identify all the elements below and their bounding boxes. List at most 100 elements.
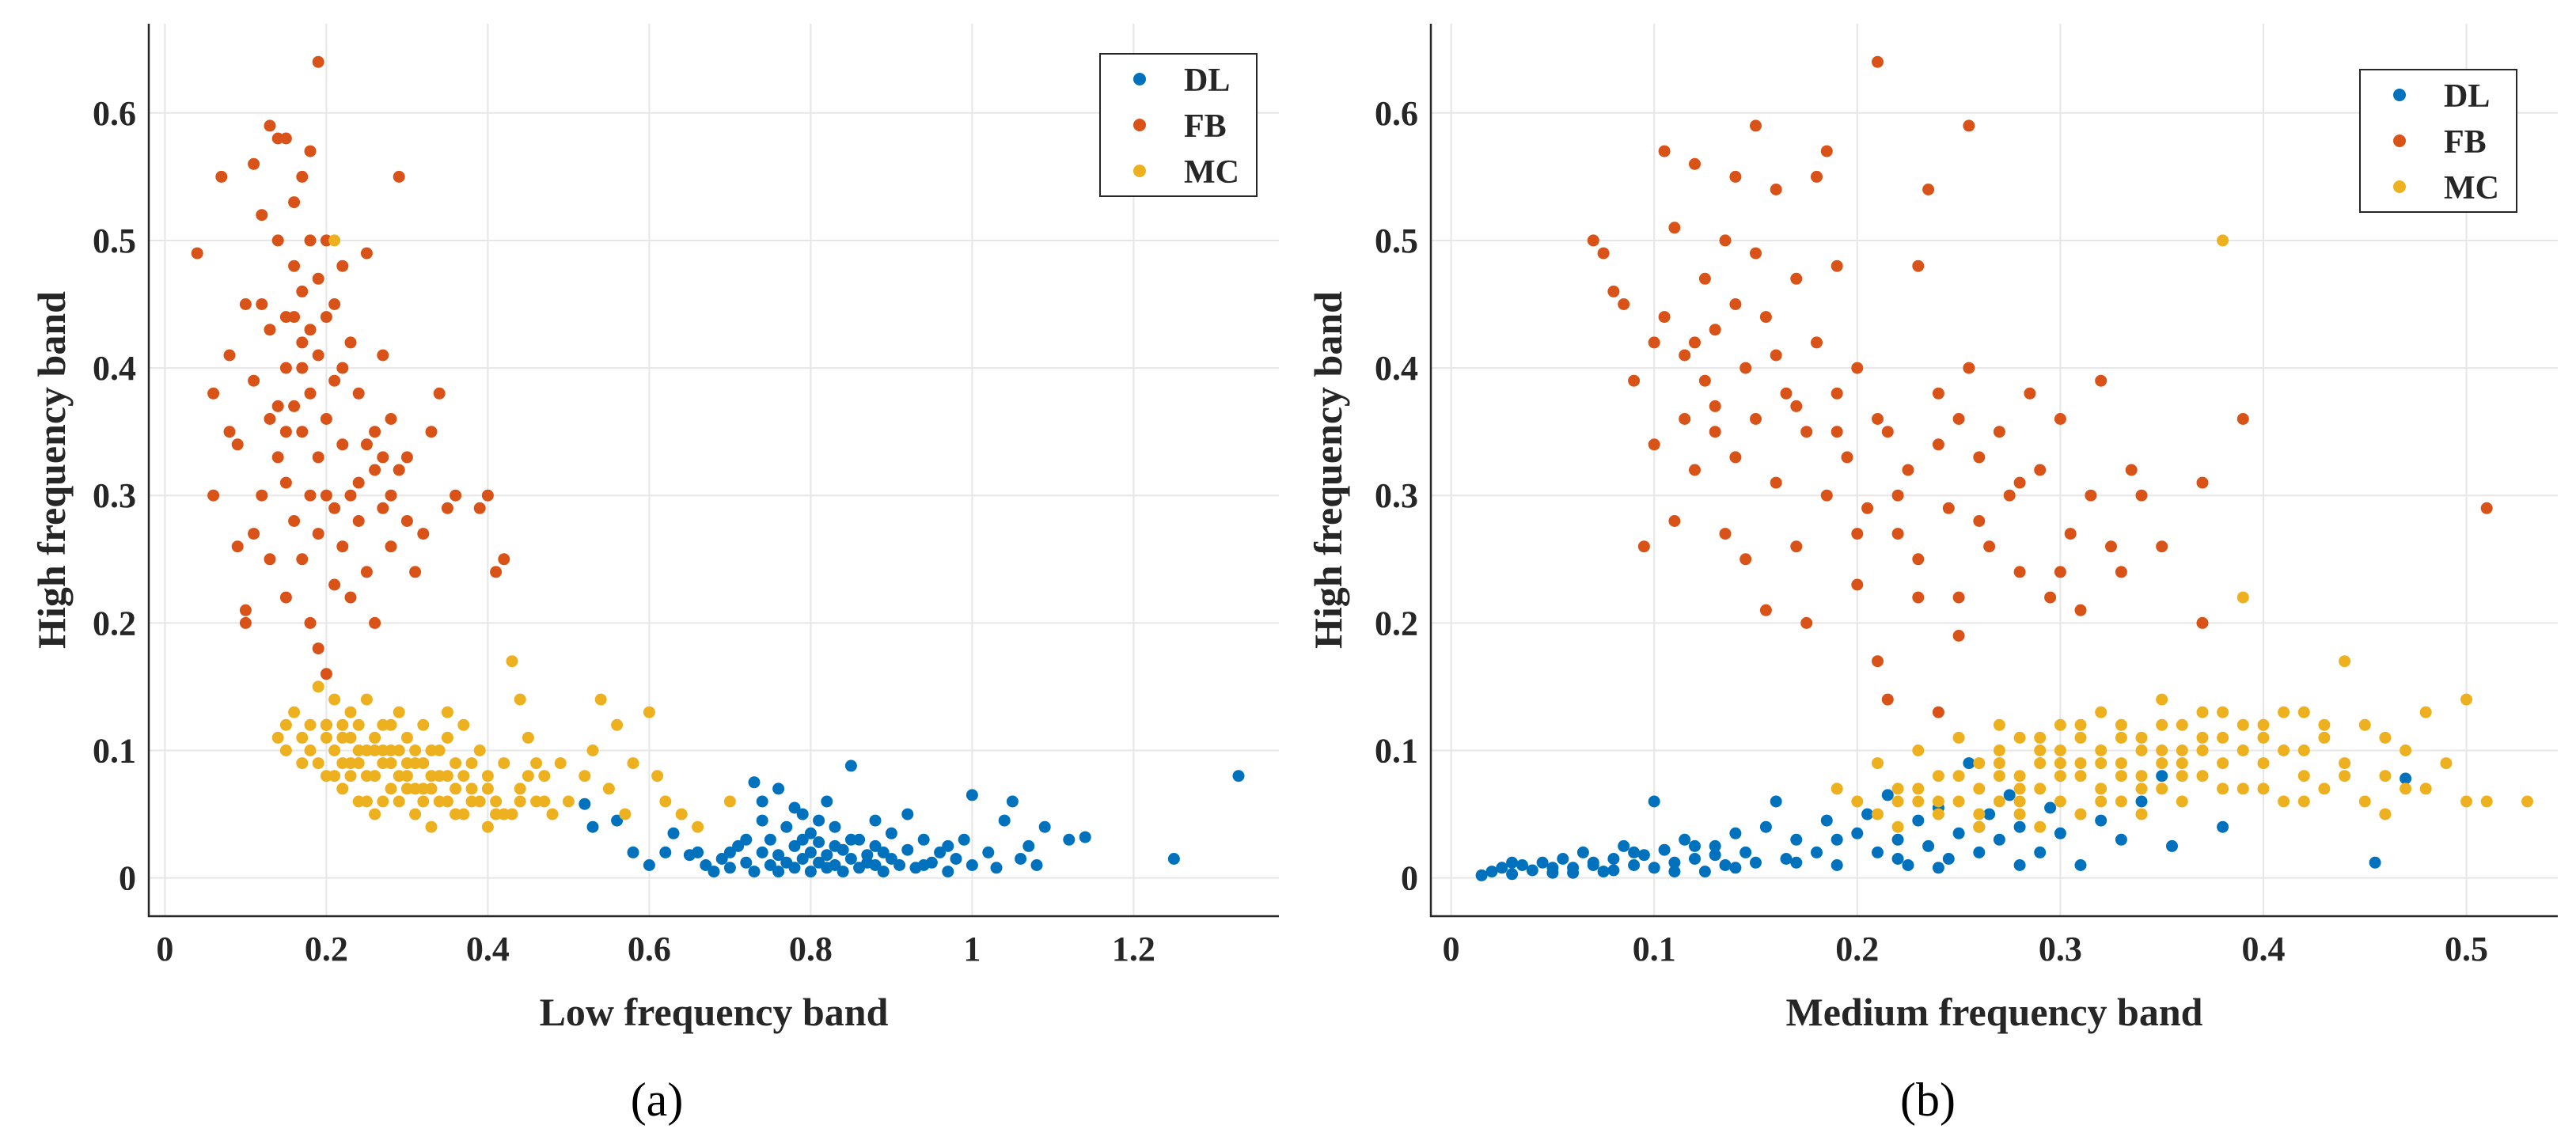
data-point-fb <box>264 553 276 566</box>
data-point-dl <box>1506 856 1519 869</box>
gridlines <box>1431 24 2558 916</box>
data-point-mc <box>2013 795 2026 808</box>
data-point-fb <box>1790 540 1803 553</box>
data-point-mc <box>352 757 365 770</box>
data-point-fb <box>1790 272 1803 285</box>
data-point-dl <box>966 789 978 801</box>
data-point-mc <box>643 706 655 718</box>
data-point-dl <box>1006 795 1019 808</box>
x-tick-label: 0.2 <box>1835 930 1879 968</box>
data-point-mc <box>369 808 381 820</box>
data-point-fb <box>2054 566 2066 578</box>
data-point-fb <box>1831 426 1843 438</box>
data-point-dl <box>829 820 841 833</box>
x-tick-labels: 0 0.1 0.2 0.3 0.4 0.5 <box>1443 930 2488 968</box>
data-point-mc <box>2297 795 2310 808</box>
data-point-dl <box>788 862 801 874</box>
data-point-mc <box>2278 744 2290 756</box>
data-point-fb <box>1759 604 1772 616</box>
data-point-fb <box>256 209 268 222</box>
data-point-dl <box>764 859 776 871</box>
data-point-dl <box>723 862 736 874</box>
data-point-fb <box>215 170 228 183</box>
data-point-mc <box>312 757 324 770</box>
data-point-dl <box>796 833 809 846</box>
data-point-dl <box>1668 856 1681 869</box>
data-point-dl <box>788 839 801 852</box>
data-point-mc <box>514 693 526 706</box>
data-point-mc <box>490 795 503 808</box>
data-point-fb <box>304 324 317 336</box>
data-point-mc <box>441 706 453 718</box>
data-point-mc <box>2358 718 2371 731</box>
data-point-mc <box>2095 795 2107 808</box>
data-point-dl <box>1861 808 1874 820</box>
data-point-dl <box>1506 868 1519 881</box>
data-point-mc <box>586 744 599 756</box>
data-point-mc <box>506 655 518 668</box>
panel-label-a: (a) <box>631 1074 684 1126</box>
data-point-mc <box>2135 744 2148 756</box>
data-point-fb <box>344 336 357 349</box>
data-point-fb <box>1851 528 1864 540</box>
data-point-mc <box>2156 718 2168 731</box>
data-point-dl <box>2034 846 2047 858</box>
data-point-fb <box>385 540 397 553</box>
data-point-fb <box>1739 362 1752 374</box>
data-point-mc <box>336 718 349 731</box>
scatter-points <box>1475 55 2533 881</box>
legend-box <box>2359 69 2517 213</box>
data-point-fb <box>2156 540 2168 553</box>
data-point-dl <box>1167 853 1180 865</box>
data-point-mc <box>1952 770 1965 782</box>
data-point-dl <box>1973 846 1986 858</box>
data-point-dl <box>627 846 639 858</box>
data-point-mc <box>2156 782 2168 795</box>
data-point-dl <box>659 846 672 858</box>
data-point-mc <box>344 706 357 718</box>
data-point-dl <box>2054 827 2066 839</box>
data-point-dl <box>844 833 857 846</box>
data-point-fb <box>1637 540 1650 553</box>
data-point-fb <box>1811 170 1823 183</box>
data-point-fb <box>1891 489 1904 502</box>
data-point-fb <box>400 451 413 464</box>
data-point-fb <box>1698 272 1711 285</box>
data-point-dl <box>2013 820 2026 833</box>
data-point-fb <box>1729 298 1742 310</box>
data-point-fb <box>385 413 397 425</box>
data-point-mc <box>2217 234 2229 247</box>
data-point-dl <box>1709 849 1721 862</box>
data-point-mc <box>369 770 381 782</box>
data-point-fb <box>2480 502 2493 514</box>
data-point-fb <box>1739 553 1752 566</box>
data-point-fb <box>2013 566 2026 578</box>
data-point-mc <box>2054 770 2066 782</box>
data-point-mc <box>433 795 446 808</box>
legend-label-dl: DL <box>2444 78 2490 115</box>
data-point-fb <box>2196 616 2209 629</box>
data-point-fb <box>1679 413 1691 425</box>
data-point-fb <box>1881 693 1894 706</box>
data-point-mc <box>2074 757 2087 770</box>
data-point-mc <box>2236 782 2249 795</box>
legend-marker-mc <box>2393 180 2406 193</box>
data-point-dl <box>893 859 906 871</box>
data-point-mc <box>279 718 292 731</box>
data-point-fb <box>1668 222 1681 234</box>
data-point-dl <box>740 833 753 846</box>
data-point-dl <box>723 846 736 858</box>
data-point-dl <box>788 801 801 814</box>
data-point-mc <box>2419 782 2432 795</box>
data-point-fb <box>2044 591 2057 604</box>
legend-label-fb: FB <box>1184 108 1227 145</box>
data-point-mc <box>554 757 567 770</box>
y-tick-label: 0.2 <box>1375 604 1418 642</box>
data-point-dl <box>877 846 890 858</box>
data-point-fb <box>296 362 309 374</box>
chart-panel-b: 0 0.1 0.2 0.3 0.4 0.5 0 0.1 0.2 0.3 0.4 0.5 0.6 Med… <box>1306 24 2558 1126</box>
data-point-dl <box>708 866 720 878</box>
data-point-mc <box>344 770 357 782</box>
data-point-fb <box>1912 260 1925 272</box>
data-point-dl <box>1831 859 1843 871</box>
